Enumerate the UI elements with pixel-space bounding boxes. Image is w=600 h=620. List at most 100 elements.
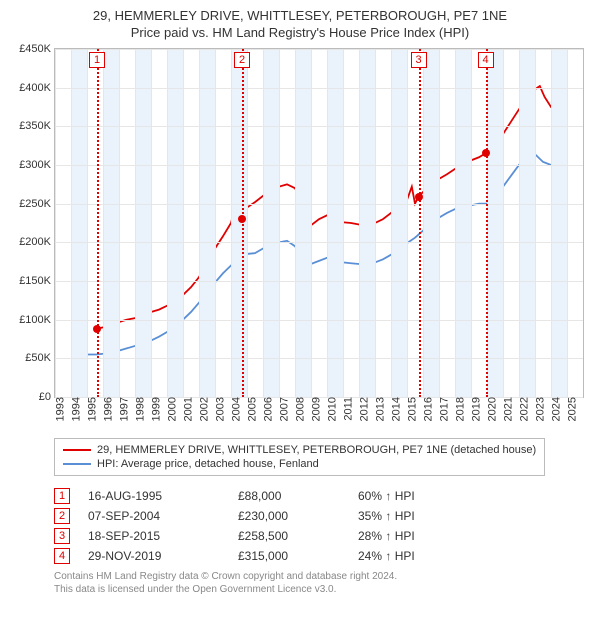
x-axis-label: 2020 [483,397,499,421]
x-axis-label: 2016 [419,397,435,421]
gridline-vertical [407,49,408,397]
year-band [295,49,311,397]
x-axis-label: 2017 [435,397,451,421]
gridline-vertical [503,49,504,397]
title-subtitle: Price paid vs. HM Land Registry's House … [10,25,590,40]
x-axis-label: 1996 [99,397,115,421]
year-band [167,49,183,397]
plot-region: £0£50K£100K£150K£200K£250K£300K£350K£400… [54,48,584,398]
sale-row-price: £88,000 [238,489,358,503]
sale-row-vs-hpi: 24% ↑ HPI [358,549,415,563]
legend-item-price: 29, HEMMERLEY DRIVE, WHITTLESEY, PETERBO… [63,443,536,457]
sale-marker-tag: 3 [411,52,427,68]
x-axis-label: 2000 [163,397,179,421]
x-axis-label: 2001 [179,397,195,421]
year-band [71,49,87,397]
x-axis-label: 2011 [339,397,355,421]
gridline-vertical [215,49,216,397]
sale-row-price: £230,000 [238,509,358,523]
gridline-vertical [455,49,456,397]
sale-row-date: 07-SEP-2004 [88,509,238,523]
x-axis-label: 2024 [547,397,563,421]
sale-marker-tag: 2 [234,52,250,68]
legend-label-hpi: HPI: Average price, detached house, Fenl… [97,458,319,470]
sale-row-date: 18-SEP-2015 [88,529,238,543]
x-axis-label: 2019 [467,397,483,421]
sale-row-tag: 1 [54,488,70,504]
year-band [551,49,567,397]
gridline-vertical [359,49,360,397]
y-axis-label: £150K [19,275,55,287]
gridline-vertical [71,49,72,397]
year-band [423,49,439,397]
y-axis-label: £200K [19,236,55,248]
year-band [199,49,215,397]
year-band [391,49,407,397]
x-axis-label: 2021 [499,397,515,421]
gridline-vertical [103,49,104,397]
sale-marker-dot [482,149,490,157]
gridline-vertical [519,49,520,397]
gridline-vertical [311,49,312,397]
year-band [455,49,471,397]
gridline-vertical [391,49,392,397]
x-axis-label: 2002 [195,397,211,421]
x-axis-label: 2004 [227,397,243,421]
sale-row-price: £258,500 [238,529,358,543]
sale-marker-line [419,49,421,397]
gridline-vertical [423,49,424,397]
footer-attribution: Contains HM Land Registry data © Crown c… [54,570,590,596]
y-axis-label: £250K [19,198,55,210]
sale-marker-tag: 4 [478,52,494,68]
x-axis-label: 2006 [259,397,275,421]
sale-marker-tag: 1 [89,52,105,68]
sale-row-vs-hpi: 35% ↑ HPI [358,509,415,523]
chart-area: £0£50K£100K£150K£200K£250K£300K£350K£400… [54,48,584,428]
legend-swatch-price [63,449,91,451]
sale-row-tag: 3 [54,528,70,544]
sale-row: 116-AUG-1995£88,00060% ↑ HPI [54,486,590,506]
year-band [263,49,279,397]
year-band [231,49,247,397]
gridline-vertical [343,49,344,397]
y-axis-label: £100K [19,314,55,326]
gridline-vertical [183,49,184,397]
y-axis-label: £450K [19,43,55,55]
y-axis-label: £350K [19,120,55,132]
sale-row-vs-hpi: 28% ↑ HPI [358,529,415,543]
gridline-vertical [135,49,136,397]
sale-marker-line [486,49,488,397]
gridline-vertical [151,49,152,397]
legend-box: 29, HEMMERLEY DRIVE, WHITTLESEY, PETERBO… [54,438,545,476]
gridline-vertical [471,49,472,397]
x-axis-label: 1995 [83,397,99,421]
x-axis-label: 2008 [291,397,307,421]
legend-label-price: 29, HEMMERLEY DRIVE, WHITTLESEY, PETERBO… [97,444,536,456]
year-band [487,49,503,397]
year-band [359,49,375,397]
x-axis-label: 2022 [515,397,531,421]
x-axis-label: 1999 [147,397,163,421]
y-axis-label: £50K [25,352,55,364]
x-axis-label: 2003 [211,397,227,421]
x-axis-label: 2007 [275,397,291,421]
sale-row-date: 29-NOV-2019 [88,549,238,563]
gridline-vertical [551,49,552,397]
sale-marker-dot [93,325,101,333]
gridline-vertical [55,49,56,397]
x-axis-label: 2023 [531,397,547,421]
sale-row-date: 16-AUG-1995 [88,489,238,503]
sale-marker-dot [238,215,246,223]
title-address: 29, HEMMERLEY DRIVE, WHITTLESEY, PETERBO… [10,8,590,23]
gridline-vertical [263,49,264,397]
y-axis-label: £300K [19,159,55,171]
gridline-vertical [167,49,168,397]
sale-row-tag: 4 [54,548,70,564]
x-axis-label: 2010 [323,397,339,421]
chart-container: 29, HEMMERLEY DRIVE, WHITTLESEY, PETERBO… [0,0,600,602]
gridline-vertical [119,49,120,397]
year-band [135,49,151,397]
x-axis-label: 1998 [131,397,147,421]
x-axis-label: 2014 [387,397,403,421]
sale-row-price: £315,000 [238,549,358,563]
